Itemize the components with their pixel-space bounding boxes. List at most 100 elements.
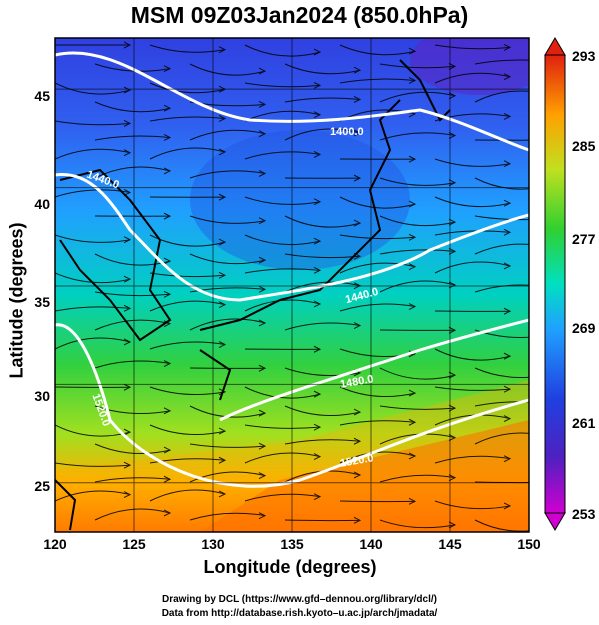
streamline-arrowhead (258, 256, 267, 264)
streamline-arrowhead (123, 304, 132, 312)
credit-drawing: Drawing by DCL (https://www.gfd–dennou.o… (161, 594, 437, 605)
streamline-arrowhead (313, 266, 322, 274)
streamline (434, 158, 511, 167)
streamline (94, 508, 171, 521)
streamline (379, 177, 456, 186)
streamline-arrowhead (503, 352, 512, 360)
streamline-arrowhead (353, 129, 362, 137)
x-tick-label: 150 (517, 536, 541, 552)
streamline-arrowhead (503, 73, 512, 81)
y-tick-label: 40 (34, 196, 50, 212)
streamline-arrowhead (313, 423, 322, 431)
streamline-arrowhead (218, 490, 227, 498)
streamline-arrowhead (163, 475, 172, 483)
streamline (244, 44, 321, 57)
streamline (189, 170, 266, 179)
streamline-arrowhead (163, 104, 172, 112)
streamline (149, 489, 226, 502)
streamline (339, 262, 416, 274)
streamline-arrowhead (163, 360, 172, 367)
streamline-arrowhead (313, 345, 322, 353)
streamline (55, 490, 131, 502)
streamline-arrowhead (258, 319, 267, 327)
streamline (379, 63, 456, 69)
temperature-field (55, 38, 529, 532)
y-tick-label: 25 (34, 478, 50, 494)
streamline-arrowhead (123, 461, 132, 469)
streamline-arrowhead (408, 389, 417, 397)
streamline-arrowhead (163, 446, 172, 454)
streamline-arrowhead (218, 341, 227, 348)
streamline-arrowhead (503, 415, 512, 423)
streamline-arrowhead (313, 493, 322, 501)
streamline (189, 287, 266, 293)
streamline-arrowhead (353, 516, 362, 524)
streamline-arrowhead (353, 322, 362, 329)
streamline-arrowhead (353, 96, 362, 103)
streamline (379, 367, 456, 380)
streamline-arrowhead (408, 452, 417, 460)
streamline (149, 82, 226, 94)
streamline (149, 147, 226, 160)
streamline-arrowhead (353, 174, 362, 182)
x-axis-label: Longitude (degrees) (203, 557, 377, 577)
streamline-arrowhead (163, 257, 172, 265)
contour-label: 1400.0 (330, 126, 364, 138)
x-tick-label: 130 (201, 536, 225, 552)
streamline-arrowhead (408, 418, 417, 426)
streamline-arrowhead (163, 65, 172, 73)
streamline-arrowhead (163, 407, 172, 415)
streamline (339, 303, 416, 312)
streamline-arrowhead (408, 155, 417, 163)
streamline-arrowhead (353, 219, 362, 227)
streamline (244, 268, 321, 274)
streamline (189, 471, 266, 483)
streamline-arrowhead (258, 100, 267, 108)
streamline (94, 443, 171, 454)
streamline (94, 166, 171, 179)
streamline-arrowhead (313, 390, 322, 398)
streamline (149, 341, 226, 350)
x-tick-label: 120 (43, 536, 67, 552)
streamline-arrowhead (408, 263, 417, 271)
chart-title: MSM 09Z03Jan2024 (850.0hPa) (130, 2, 469, 28)
streamline-arrowhead (218, 427, 227, 435)
streamline-arrowhead (218, 148, 227, 156)
streamline (284, 519, 361, 522)
streamline-arrowhead (218, 46, 227, 54)
streamline-arrowhead (408, 303, 417, 310)
x-tick-label: 135 (280, 536, 304, 552)
streamline (339, 196, 416, 209)
streamline-arrowhead (408, 233, 417, 241)
x-tick-label: 125 (122, 536, 146, 552)
colorbar-tick-label: 277 (572, 231, 596, 247)
streamline-arrowhead (353, 408, 362, 416)
streamline-arrowhead (258, 409, 267, 417)
wind-streamlines (55, 41, 529, 532)
streamline (474, 90, 529, 103)
streamline-arrowhead (218, 456, 227, 464)
streamline-arrowhead (313, 151, 322, 158)
streamline-arrowhead (313, 81, 322, 89)
streamline (149, 44, 226, 53)
streamline-arrowhead (408, 497, 417, 505)
streamline (244, 151, 321, 160)
streamline-arrowhead (313, 111, 322, 119)
streamline (189, 512, 266, 521)
streamline (474, 432, 529, 445)
streamline-arrowhead (503, 199, 512, 207)
x-tick-label: 140 (359, 536, 383, 552)
streamline-arrowhead (218, 238, 227, 246)
streamline-arrowhead (503, 455, 512, 463)
streamline-arrowhead (313, 237, 322, 245)
streamline (189, 129, 266, 141)
credit-data: Data from http://database.rish.kyoto–u.a… (161, 608, 438, 619)
streamline (55, 234, 131, 243)
streamline-arrowhead (313, 198, 322, 206)
streamline-arrowhead (448, 92, 457, 100)
streamline-arrowhead (353, 471, 362, 479)
y-tick-label: 35 (34, 294, 50, 310)
streamline-arrowhead (123, 275, 132, 283)
colorbar-tick-label: 269 (572, 320, 596, 336)
streamline (339, 420, 416, 426)
